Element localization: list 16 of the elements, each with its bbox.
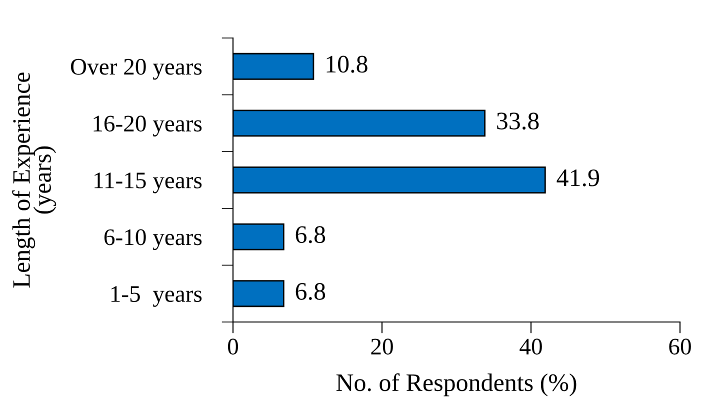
x-tick-label: 60 (669, 338, 691, 355)
data-label: 33.8 (497, 112, 539, 130)
x-tick-label: 20 (371, 338, 393, 355)
data-label: 6.8 (296, 282, 326, 300)
y-tick-label: 16-20 years (94, 116, 202, 136)
y-axis-title: Length of Experience (years) (12, 72, 56, 288)
x-axis-title: No. of Respondents (%) (336, 373, 576, 396)
y-tick-label: Over 20 years (70, 58, 202, 80)
y-tick-label: 1-5 years (111, 286, 202, 307)
data-label: 6.8 (296, 226, 326, 244)
data-label: 10.8 (326, 56, 368, 73)
y-tick-label: 6-10 years (104, 229, 202, 250)
y-tick-label: 11-15 years (94, 172, 202, 194)
x-tick-label: 0 (228, 338, 238, 355)
data-label: 41.9 (556, 169, 599, 186)
x-tick-label: 40 (520, 338, 542, 355)
